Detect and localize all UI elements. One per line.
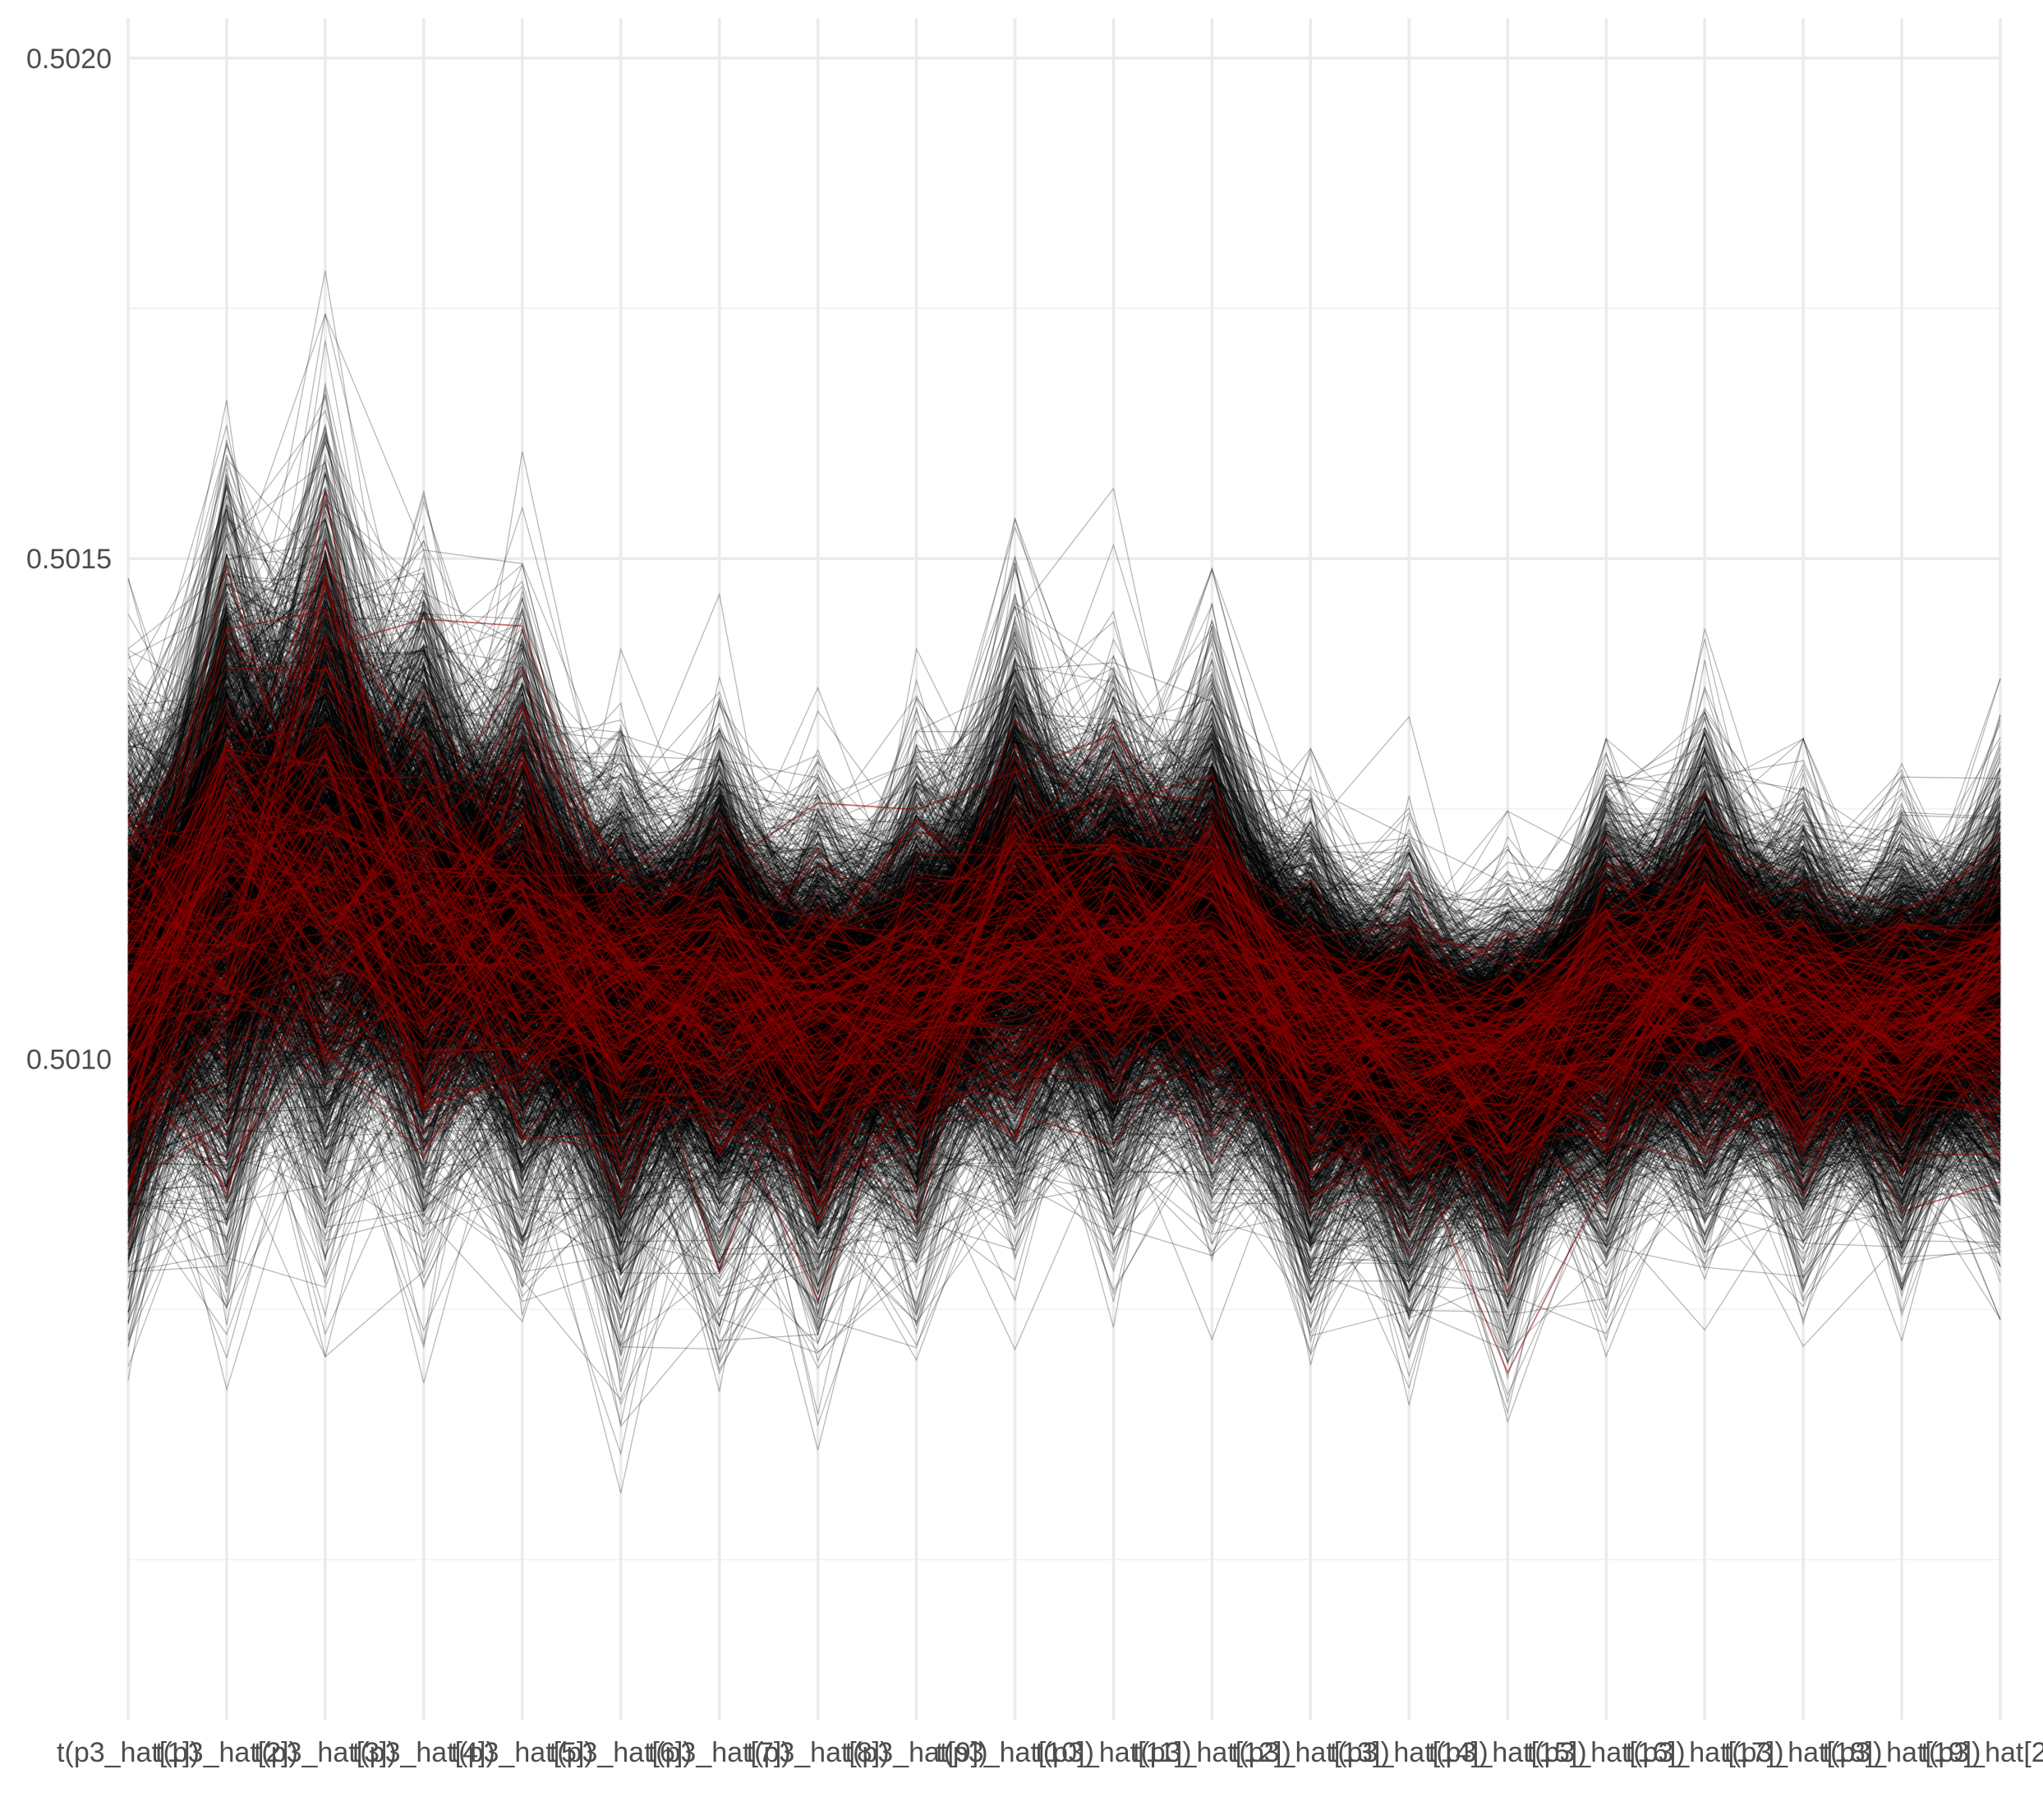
y-tick-label: 0.5015 (26, 544, 112, 575)
draw-line (127, 897, 2001, 1295)
draw-line (127, 632, 2001, 1254)
x-tick-label: t(p3_hat[20]) (1921, 1737, 2043, 1768)
y-tick-label: 0.5020 (26, 44, 112, 75)
draw-line (127, 625, 2001, 1179)
draw-line (127, 837, 2001, 1225)
draw-line (127, 919, 2001, 1348)
draw-line (127, 697, 2001, 1156)
draw-line (127, 662, 2001, 1312)
draw-line (127, 614, 2001, 1159)
draw-line (127, 755, 2001, 1256)
draw-line (127, 678, 2001, 1153)
draw-line (127, 609, 2001, 1184)
y-tick-label: 0.5010 (26, 1045, 112, 1076)
x-tick-labels: t(p3_hat[1])t(p3_hat[2])t(p3_hat[3])t(p3… (57, 1737, 2043, 1768)
draw-line (127, 484, 2001, 1037)
draw-line (127, 816, 2001, 1225)
draw-line (127, 592, 2001, 1065)
draw-line (127, 782, 2001, 1213)
draw-line (127, 871, 2001, 1219)
draw-line (127, 827, 2001, 1234)
draw-line (127, 940, 2001, 1260)
draw-line (127, 718, 2001, 1204)
draw-line (127, 733, 2001, 1119)
draw-line (127, 662, 2001, 1156)
draw-line (127, 647, 2001, 1092)
draw-line (127, 647, 2001, 1101)
draw-line (127, 730, 2001, 1192)
draw-line (127, 785, 2001, 1197)
draw-line (127, 540, 2001, 1007)
draw-line (127, 774, 2001, 1170)
draw-line (127, 649, 2001, 1151)
draw-line (127, 861, 2001, 1195)
draw-line (127, 772, 2001, 1248)
draw-line (127, 896, 2001, 1300)
draw-line (127, 725, 2001, 1234)
draw-line (127, 982, 2001, 1273)
draw-line (127, 822, 2001, 1238)
draw-line (127, 796, 2001, 1192)
draw-line (127, 434, 2001, 1158)
draw-line (127, 591, 2001, 1080)
draw-line (127, 880, 2001, 1349)
draw-line (127, 679, 2001, 1166)
draw-line (127, 912, 2001, 1276)
draw-line (127, 768, 2001, 1220)
draw-line (127, 487, 2001, 1092)
draw-line (127, 602, 2001, 1303)
draw-line (127, 771, 2001, 1315)
draw-line (127, 575, 2001, 1147)
draw-line (127, 705, 2001, 1063)
draw-line (127, 699, 2001, 1225)
draw-line (127, 709, 2001, 1207)
draw-line (127, 788, 2001, 1192)
draw-line (127, 899, 2001, 1167)
draw-line (127, 607, 2001, 1123)
draw-line (127, 874, 2001, 1234)
draw-line (127, 600, 2001, 1063)
draw-line (127, 990, 2001, 1221)
draw-line (127, 526, 2001, 1184)
draw-line (127, 784, 2001, 1201)
draw-line (127, 434, 2001, 1120)
draw-line (127, 738, 2001, 1233)
draw-line (127, 607, 2001, 1136)
draw-line (127, 522, 2001, 1147)
draw-line (127, 909, 2001, 1341)
draw-line (127, 605, 2001, 1138)
draw-line (127, 516, 2001, 1184)
y-tick-labels: 0.5010 0.5015 0.5020 (26, 44, 112, 1076)
draw-line (127, 581, 2001, 1232)
draw-line (127, 688, 2001, 1220)
draw-line (127, 733, 2001, 1344)
draw-line (127, 742, 2001, 1256)
draw-line (127, 701, 2001, 1274)
draw-line (127, 462, 2001, 1123)
draw-line (127, 944, 2001, 1350)
draw-line (127, 480, 2001, 1018)
draw-line (127, 669, 2001, 1178)
draw-line (127, 626, 2001, 1006)
draw-line (127, 864, 2001, 1336)
draw-line (127, 646, 2001, 1208)
draw-line (127, 727, 2001, 1216)
draw-line (127, 490, 2001, 1249)
draw-line (127, 599, 2001, 1083)
draw-line (127, 631, 2001, 1028)
draw-line (127, 554, 2001, 1186)
draw-line (127, 853, 2001, 1251)
draw-line (127, 637, 2001, 1070)
draw-line (127, 671, 2001, 1184)
draw-line (127, 635, 2001, 1219)
draw-line (127, 745, 2001, 1137)
